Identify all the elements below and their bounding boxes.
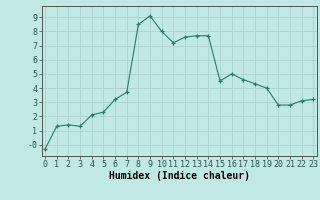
X-axis label: Humidex (Indice chaleur): Humidex (Indice chaleur) [109,171,250,181]
